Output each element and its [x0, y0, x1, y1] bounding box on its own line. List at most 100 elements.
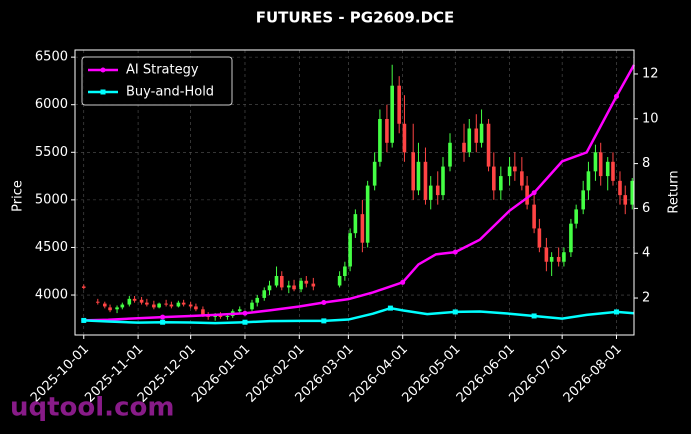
candle-body	[479, 123, 484, 143]
candle-body	[532, 204, 536, 229]
candle-body	[127, 298, 132, 305]
candle-body	[267, 285, 272, 291]
series-marker	[321, 318, 327, 324]
candle-body	[397, 85, 401, 124]
candle-body	[132, 298, 137, 301]
candle-body	[201, 309, 205, 316]
candle-body	[115, 307, 119, 310]
series-marker	[81, 317, 87, 323]
legend-label: AI Strategy	[126, 63, 199, 78]
candle-body	[525, 185, 529, 205]
candle-body	[120, 304, 125, 308]
candle-body	[537, 228, 542, 248]
legend-label: Buy-and-Hold	[126, 85, 214, 100]
candle-body	[343, 266, 347, 277]
candle-body	[593, 152, 598, 172]
candle-body	[435, 185, 440, 196]
series-marker	[613, 93, 619, 99]
candle-body	[225, 315, 230, 317]
watermark: uqtool.com	[10, 393, 174, 423]
series-marker	[452, 249, 458, 255]
candle-body	[255, 297, 260, 303]
candle-body	[611, 161, 615, 181]
y2-tick-label: 4	[642, 246, 650, 261]
y2-tick-label: 2	[642, 291, 650, 306]
candle-body	[164, 303, 168, 305]
series-marker	[387, 305, 393, 311]
candle-body	[145, 302, 149, 305]
candle-body	[598, 152, 603, 177]
y2-tick-label: 6	[642, 201, 650, 216]
y-tick-label: 4000	[35, 288, 68, 303]
candle-body	[581, 190, 585, 210]
y2-tick-label: 12	[642, 66, 659, 81]
candle-body	[262, 290, 267, 298]
candle-body	[499, 176, 503, 191]
candle-body	[574, 209, 578, 224]
series-line	[83, 306, 635, 325]
candle-body	[562, 252, 566, 262]
candle-body	[618, 180, 622, 196]
candle-body	[169, 304, 174, 307]
series-marker	[242, 319, 248, 325]
series-marker	[321, 300, 327, 306]
candle-body	[378, 118, 382, 162]
candle-body	[569, 223, 573, 253]
candle-body	[157, 303, 161, 308]
legend-marker	[100, 67, 106, 73]
candle-body	[365, 185, 370, 243]
candle-body	[605, 161, 610, 177]
candle-body	[462, 142, 466, 153]
legend: AI Strategy Buy-and-Hold	[81, 56, 233, 106]
y-tick-label: 6000	[35, 97, 68, 112]
candle-body	[390, 85, 394, 143]
candle-body	[152, 304, 156, 308]
candle-body	[411, 152, 416, 191]
candle-body	[353, 214, 358, 234]
candle-body	[304, 280, 309, 284]
candle-body	[467, 128, 472, 153]
candle-body	[181, 302, 186, 305]
candle-body	[507, 166, 512, 177]
candle-body	[292, 285, 296, 290]
candle-body	[250, 302, 254, 310]
candle-body	[299, 280, 303, 290]
y-tick-label: 5000	[35, 192, 68, 207]
candle-body	[188, 304, 193, 307]
plot-area	[81, 64, 636, 325]
candle-body	[194, 306, 198, 310]
legend-box	[81, 56, 233, 106]
candle-body	[385, 118, 389, 143]
candle-body	[237, 309, 242, 312]
candle-body	[311, 283, 316, 287]
series-marker	[160, 314, 166, 320]
y-tick-label: 5500	[35, 145, 68, 160]
legend-marker	[100, 89, 106, 95]
candle-body	[218, 315, 223, 317]
y2-tick-label: 8	[642, 156, 650, 171]
y2-axis-label: Return	[667, 170, 682, 213]
series-marker	[452, 309, 458, 315]
series-line	[83, 64, 636, 322]
series-marker	[160, 319, 166, 325]
y2-tick-label: 10	[642, 111, 659, 126]
candle-body	[486, 123, 491, 167]
candle-body	[139, 299, 144, 303]
candle-body	[176, 302, 181, 307]
candle-body	[586, 171, 591, 191]
candle-body	[556, 256, 561, 262]
candle-body	[279, 276, 284, 288]
candle-body	[513, 166, 517, 172]
candle-body	[402, 123, 407, 153]
series-marker	[242, 310, 248, 316]
series-marker	[613, 309, 619, 315]
candle-body	[348, 233, 352, 267]
candle-body	[372, 161, 377, 186]
y-tick-label: 4500	[35, 240, 68, 255]
candle-body	[274, 276, 279, 286]
series-marker	[531, 313, 537, 319]
candle-body	[520, 171, 524, 186]
candle-body	[108, 307, 112, 311]
series-marker	[400, 279, 406, 285]
